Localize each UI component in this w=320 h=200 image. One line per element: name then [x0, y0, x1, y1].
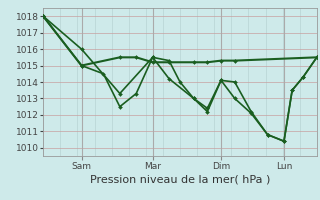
X-axis label: Pression niveau de la mer( hPa ): Pression niveau de la mer( hPa ) — [90, 175, 270, 185]
